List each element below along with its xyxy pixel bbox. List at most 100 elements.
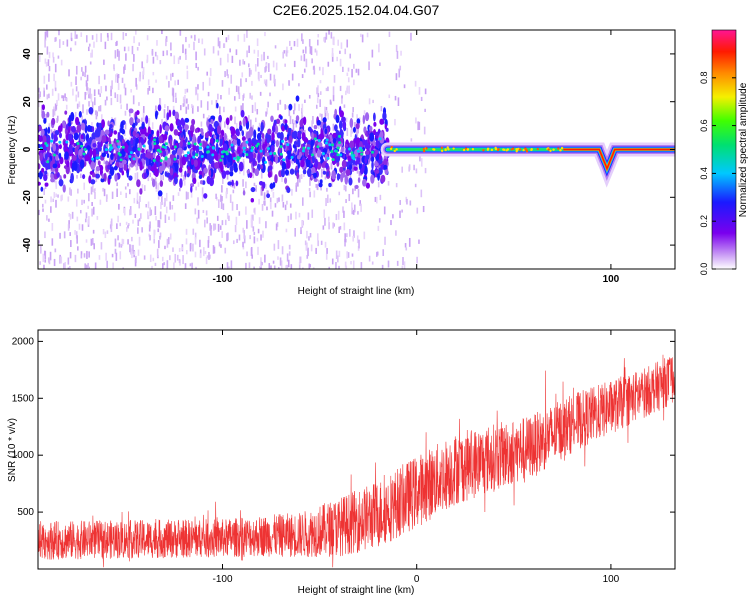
spectrogram-band-mark — [288, 143, 292, 151]
spectrogram-band-mark — [50, 160, 53, 170]
spectrogram-band-mark — [46, 162, 52, 170]
spectrogram-noise-mark — [84, 72, 86, 78]
spectrogram-band-mark — [121, 138, 125, 144]
spectrogram-noise-mark — [256, 108, 259, 115]
spectrogram-line-speck — [505, 149, 508, 152]
spectrogram-noise-mark — [55, 193, 58, 197]
spectrogram-noise-mark — [149, 207, 151, 217]
spectrogram-noise-mark — [38, 55, 41, 63]
spectrogram-band-mark — [169, 138, 173, 149]
spectrogram-noise-mark — [111, 253, 114, 258]
spectrogram-noise-mark — [66, 39, 69, 47]
spectrogram-peak-mark — [46, 160, 50, 164]
spectrogram-peak-mark — [192, 155, 196, 159]
spectrogram-noise-mark — [344, 233, 346, 243]
spectrogram-noise-mark — [345, 199, 347, 204]
spectrogram-band-mark — [101, 119, 105, 129]
spectrogram-noise-mark — [308, 236, 310, 241]
spectrogram-noise-mark — [348, 193, 351, 202]
spectrogram-noise-mark — [62, 95, 65, 102]
spectrogram-noise-mark — [206, 71, 209, 76]
spectrogram-band-mark — [123, 142, 128, 153]
spectrogram-noise-mark — [310, 244, 313, 252]
spectrogram-band-mark — [348, 177, 353, 186]
spectrogram-noise-mark — [63, 263, 65, 269]
spectrogram-noise-mark — [55, 199, 57, 208]
spectrogram-noise-mark — [283, 50, 286, 54]
spectrogram-noise-mark — [224, 267, 226, 269]
spectrogram-noise-mark — [184, 267, 186, 269]
spectrogram-band-mark — [250, 187, 256, 193]
spectrogram-noise-mark — [242, 59, 244, 65]
spectrogram-noise-mark — [275, 223, 278, 231]
spectrogram-noise-mark — [250, 246, 253, 256]
spectrogram-band-mark — [80, 122, 86, 131]
spectrogram-noise-mark — [267, 101, 269, 108]
spectrogram-noise-mark — [151, 148, 154, 154]
spectrogram-noise-mark — [355, 158, 357, 163]
spectrogram-noise-mark — [286, 46, 288, 51]
spectrogram-noise-mark — [359, 200, 362, 206]
spectrogram-noise-mark — [85, 35, 88, 43]
spectrogram-noise-mark — [158, 240, 160, 249]
spectrogram-noise-mark — [399, 65, 402, 71]
spectrogram-band-mark — [287, 151, 292, 161]
spectrogram-noise-mark — [271, 165, 274, 170]
spectrogram-noise-mark — [212, 245, 215, 254]
spectrogram-noise-mark — [269, 197, 272, 207]
spectrogram-noise-mark — [404, 243, 407, 248]
spectrogram-line-speck — [432, 148, 436, 151]
spectrogram-noise-mark — [195, 266, 197, 269]
spectrogram-peak-mark — [356, 149, 360, 153]
spectrogram-noise-mark — [57, 55, 60, 59]
spectrogram-noise-mark — [80, 32, 83, 37]
spectrogram-noise-mark — [328, 30, 330, 35]
spectrogram-noise-mark — [252, 124, 254, 130]
spectrogram-noise-mark — [395, 73, 398, 81]
spectrogram-line-speck — [389, 147, 393, 151]
spectrogram-band-mark — [89, 148, 93, 158]
spectrogram-noise-mark — [172, 195, 175, 201]
spectrogram-noise-mark — [148, 120, 150, 128]
spectrogram-noise-mark — [83, 253, 86, 258]
spectrogram-noise-mark — [39, 248, 42, 254]
spectrogram-noise-mark — [238, 211, 241, 216]
spectrogram-band-mark — [136, 133, 139, 138]
spectrogram-noise-mark — [113, 118, 116, 122]
spectrogram-band-mark — [113, 130, 118, 135]
spectrogram-noise-mark — [50, 196, 52, 203]
spectrogram-noise-mark — [287, 259, 290, 268]
spectrogram-noise-mark — [129, 206, 132, 215]
spectrogram-noise-mark — [85, 264, 88, 269]
spectrogram-line-speck — [444, 148, 447, 151]
spectrogram-noise-mark — [232, 189, 235, 194]
spectrogram-noise-mark — [45, 61, 48, 67]
spectrogram-noise-mark — [43, 87, 45, 91]
spectrogram-noise-mark — [110, 32, 113, 41]
spectrogram-line-speck — [440, 146, 444, 149]
spectrogram-band-mark — [109, 166, 115, 176]
spectrogram-noise-mark — [375, 251, 378, 257]
spectrogram-noise-mark — [290, 264, 293, 269]
spectrogram-noise-mark — [343, 184, 346, 191]
spectrogram-noise-mark — [293, 60, 296, 68]
spectrogram-noise-mark — [190, 35, 193, 39]
spectrogram-band-mark — [373, 112, 376, 122]
spectrogram-noise-mark — [301, 103, 304, 113]
spectrogram-band-mark — [139, 188, 143, 195]
spectrogram-band-mark — [242, 117, 246, 127]
spectrogram-noise-mark — [206, 217, 208, 224]
spectrogram-band-mark — [110, 153, 114, 161]
spectrogram-band-mark — [184, 117, 190, 123]
spectrogram-noise-mark — [132, 95, 135, 105]
spectrogram-noise-mark — [224, 247, 227, 254]
spectrogram-noise-mark — [423, 126, 426, 135]
spectrogram-band-mark — [176, 154, 180, 160]
spectrogram-peak-mark — [256, 142, 260, 146]
spectrogram-peak-mark — [245, 153, 249, 157]
spectrogram-noise-mark — [114, 248, 117, 254]
spectrogram-noise-mark — [382, 249, 385, 256]
spectrogram-noise-mark — [233, 182, 236, 189]
snr-ytick-label: 500 — [17, 507, 34, 518]
spectrogram-noise-mark — [43, 75, 46, 84]
